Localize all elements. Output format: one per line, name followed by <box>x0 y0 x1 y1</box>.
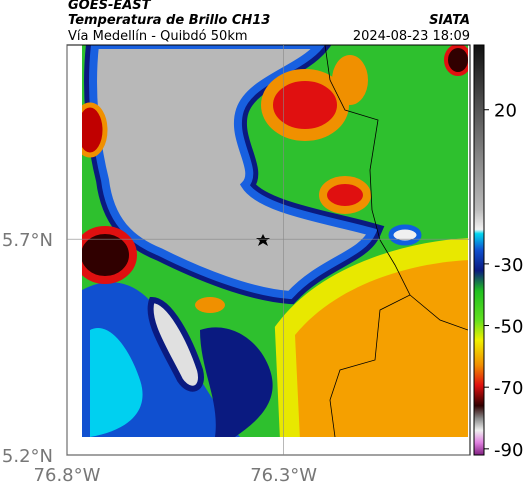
product: Temperatura de Brillo CH13 <box>68 13 270 28</box>
y-tick-label: 5.2°N <box>2 446 53 467</box>
colorbar-label: -90 <box>494 440 523 461</box>
colorbar-label: 20 <box>494 101 517 122</box>
route: Vía Medellín - Quibdó 50km <box>68 29 248 44</box>
colorbar-label: -70 <box>494 378 523 399</box>
x-tick-label: 76.8°W <box>34 465 101 486</box>
satellite-image <box>82 45 468 437</box>
brand: SIATA <box>429 13 470 28</box>
source: GOES-EAST <box>68 0 152 13</box>
colorbar <box>473 44 485 456</box>
colorbar-label: -30 <box>494 255 523 276</box>
timestamp: 2024-08-23 18:09 <box>353 29 470 44</box>
y-tick-label: 5.7°N <box>2 230 53 251</box>
city-marker <box>256 234 270 246</box>
colorbar-label: -50 <box>494 317 523 338</box>
x-tick-label: 76.3°W <box>250 465 317 486</box>
